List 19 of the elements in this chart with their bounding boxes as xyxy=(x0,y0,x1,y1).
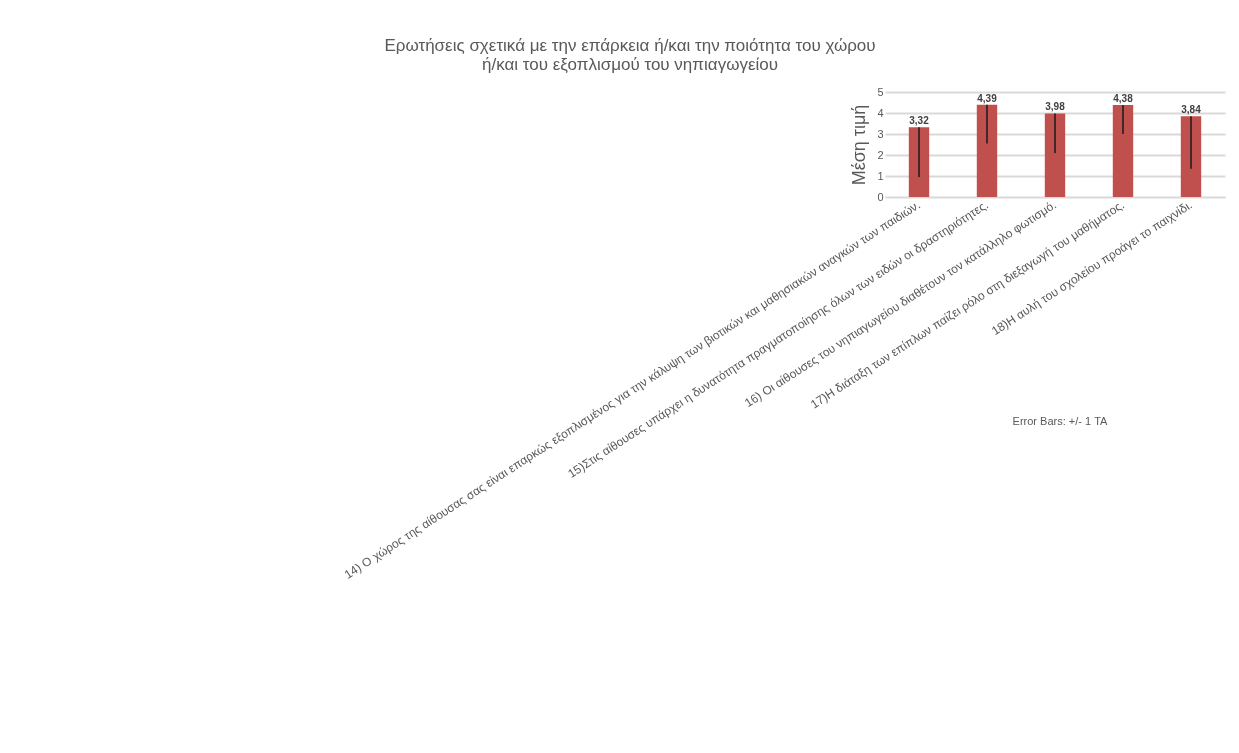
y-tick-label: 3 xyxy=(877,127,884,140)
bar xyxy=(1044,113,1066,197)
bar xyxy=(1112,105,1134,197)
text: ή/και του εξοπλισμού του νηπιαγωγείου xyxy=(481,55,779,74)
text: Error Bars: +/- 1 ΤΑ xyxy=(1012,415,1109,427)
data-label: 3,32 xyxy=(909,115,930,127)
bar xyxy=(1180,116,1202,197)
bar xyxy=(976,104,998,197)
y-tick-label: 1 xyxy=(877,169,884,182)
data-label: 4,38 xyxy=(1113,93,1134,105)
data-label: 3,98 xyxy=(1045,101,1066,113)
y-tick-label: 4 xyxy=(877,106,884,119)
y-axis-title: Μέση τιμή xyxy=(849,104,870,186)
y-tick-label: 0 xyxy=(877,190,884,203)
data-label: 3,84 xyxy=(1181,104,1202,116)
text: Ερωτήσεις σχετικά με την επάρκεια ή/και την ποιότητα του χώρου xyxy=(384,36,876,55)
data-label: 4,39 xyxy=(977,92,998,104)
y-tick-label: 5 xyxy=(877,85,884,98)
y-tick-label: 2 xyxy=(877,148,884,161)
